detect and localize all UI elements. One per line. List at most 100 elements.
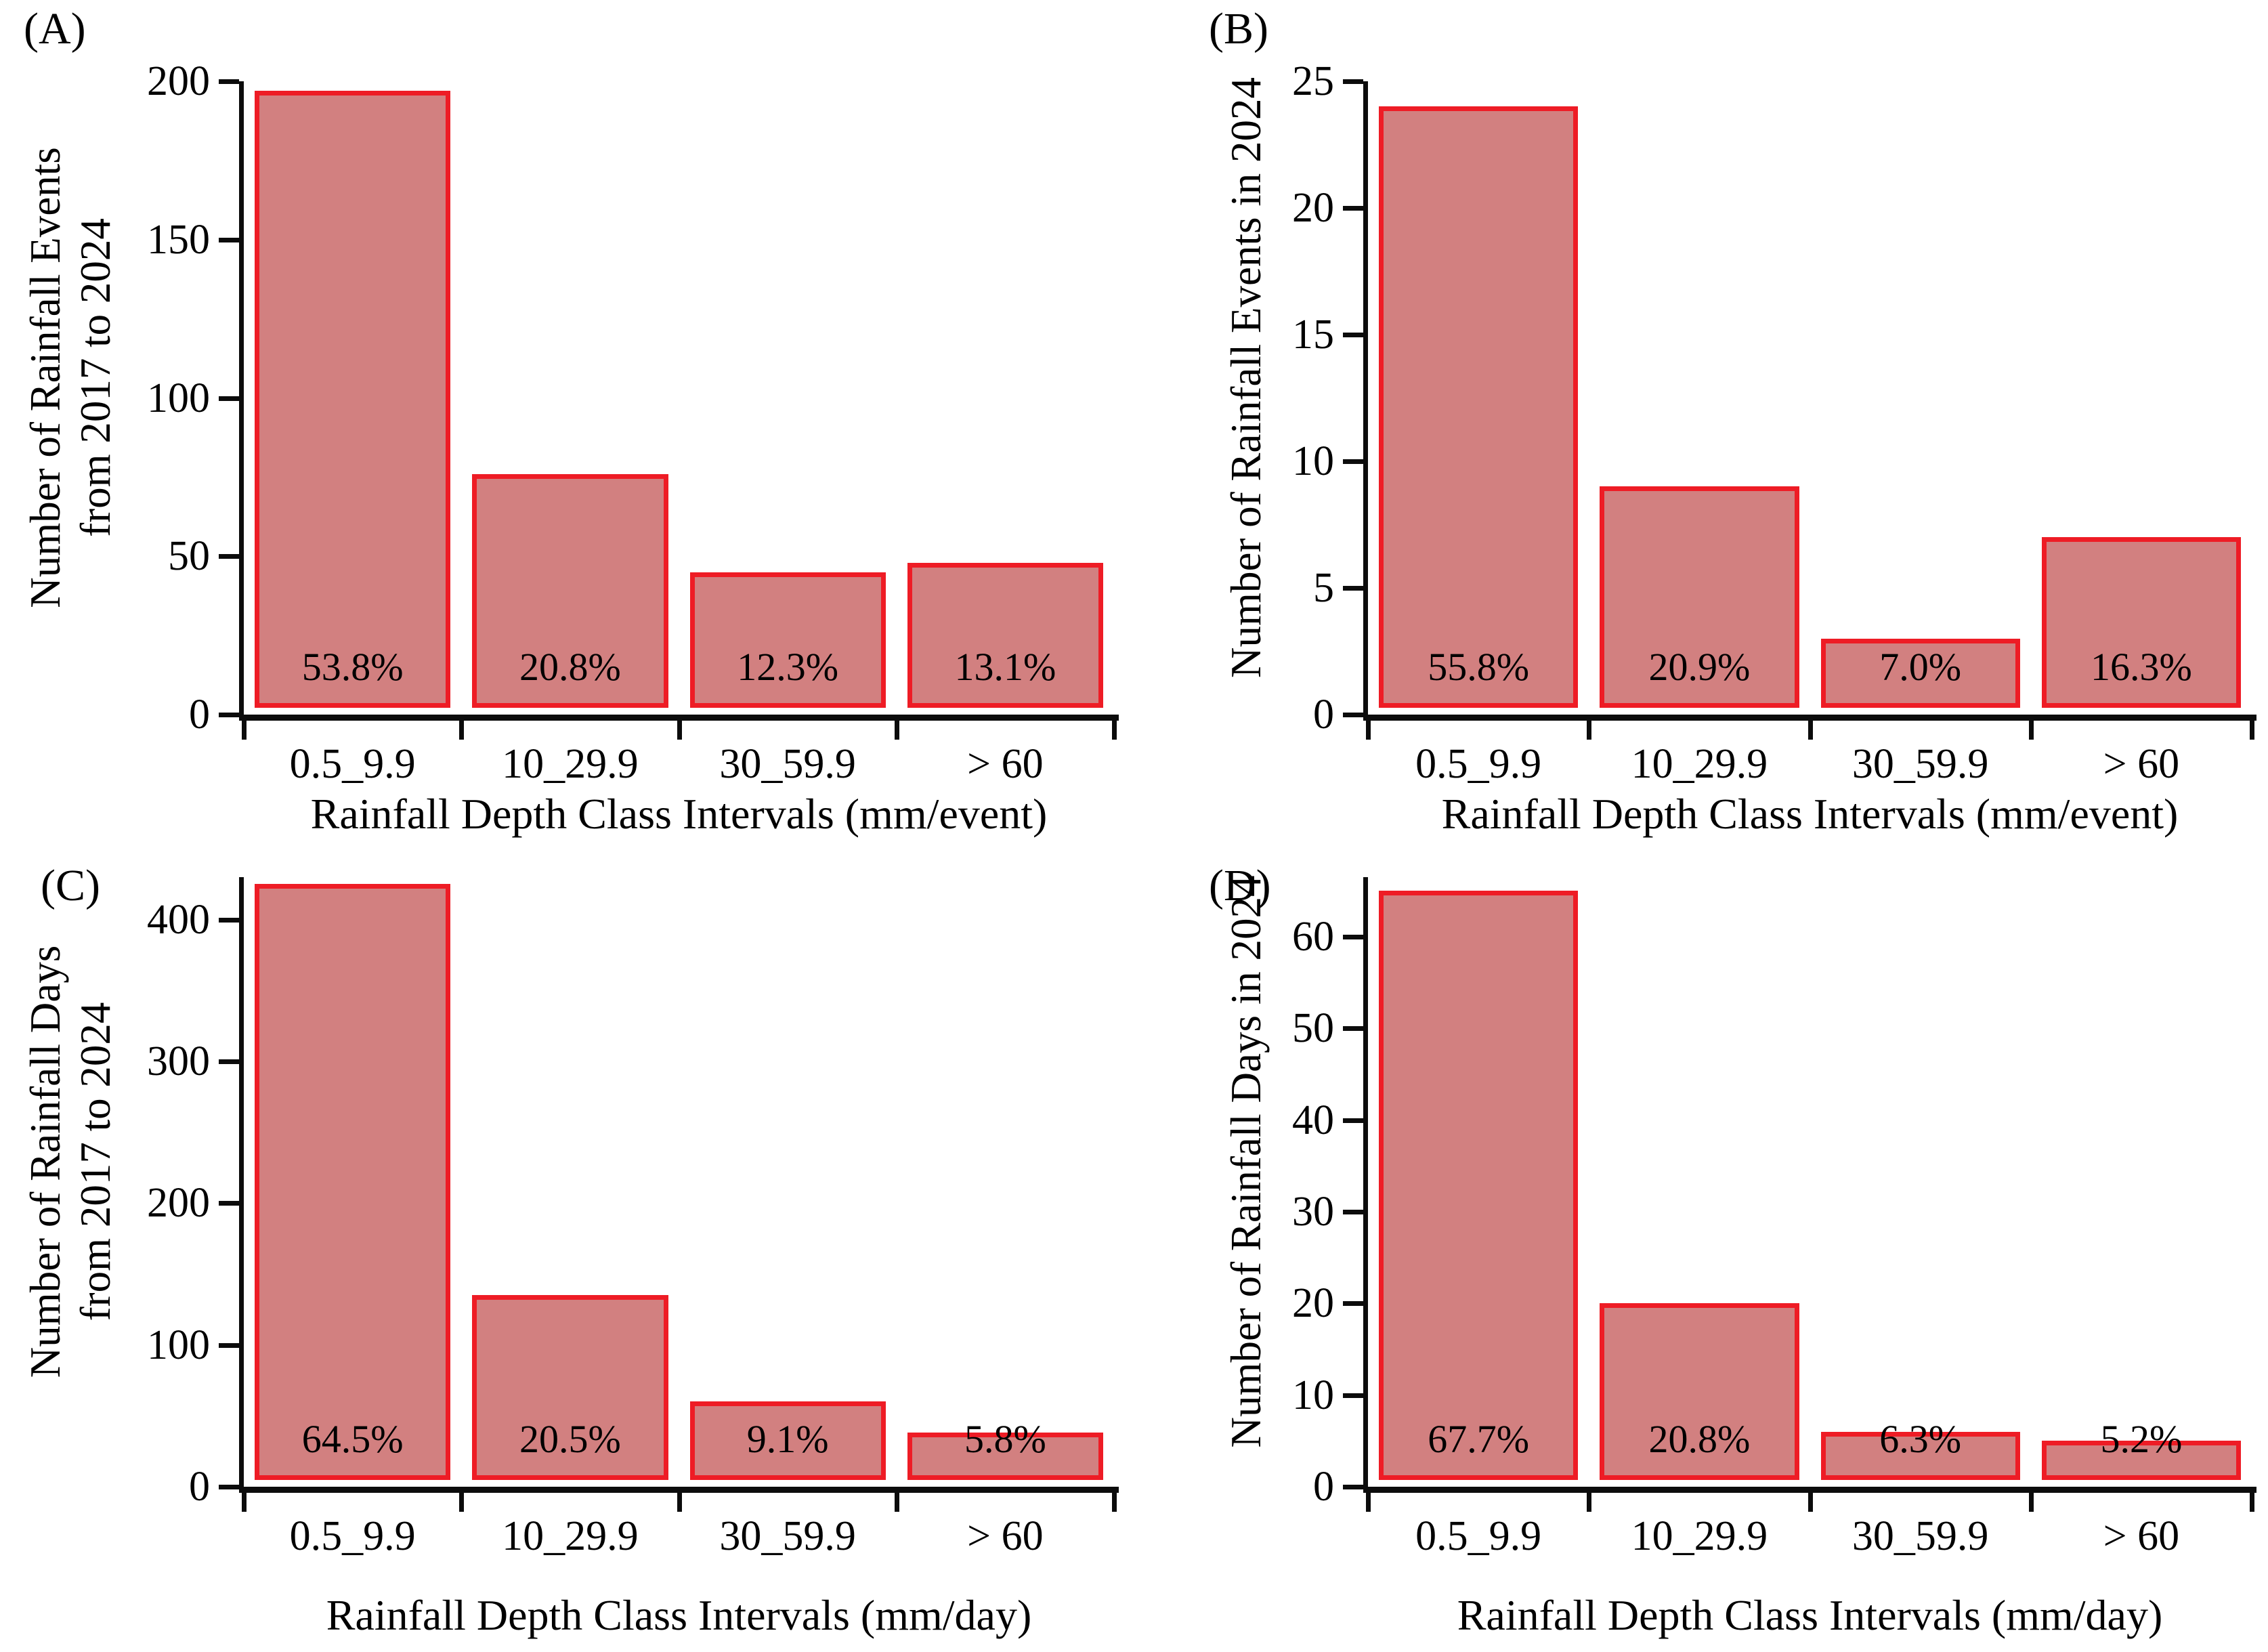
x-axis-line	[1363, 1487, 2256, 1493]
x-category-label: 0.5_9.9	[289, 1513, 416, 1559]
y-axis-line	[1363, 877, 1368, 1493]
bar-percent-label: 9.1%	[746, 1417, 829, 1461]
y-tick	[219, 237, 239, 242]
y-tick	[219, 1059, 239, 1065]
x-tick	[894, 721, 899, 740]
y-tick	[1343, 586, 1363, 591]
x-category-label: 10_29.9	[1631, 741, 1768, 787]
x-axis-line	[239, 715, 1119, 721]
bar-30_59.9	[689, 572, 886, 708]
y-tick-label: 60	[1292, 913, 1334, 960]
x-tick	[242, 721, 247, 740]
y-tick-label: 100	[147, 1321, 210, 1368]
panel-a: (A) Number of Rainfall Events from 2017 to…	[0, 0, 1134, 838]
y-tick	[1343, 1485, 1363, 1489]
y-tick	[1343, 1118, 1363, 1123]
x-category-label: > 60	[2103, 741, 2180, 787]
x-category-label: 0.5_9.9	[1415, 741, 1542, 787]
y-tick-label: 15	[1292, 312, 1334, 358]
y-tick	[1343, 713, 1363, 717]
x-tick	[677, 721, 682, 740]
y-axis-line	[239, 877, 244, 1493]
y-tick-label: 40	[1292, 1097, 1334, 1143]
y-axis-line	[1363, 81, 1368, 721]
bar-0.5_9.9	[255, 91, 451, 708]
bar-percent-label: 53.8%	[301, 645, 404, 689]
y-tick-label: 50	[168, 533, 210, 580]
y-tick-label: 300	[147, 1038, 210, 1085]
x-category-label: 10_29.9	[1631, 1513, 1768, 1559]
bar-percent-label: 5.2%	[2100, 1417, 2183, 1461]
x-tick	[1112, 721, 1117, 740]
x-tick	[894, 1493, 899, 1512]
bar-percent-label: 20.8%	[1648, 1417, 1751, 1461]
x-category-label: 30_59.9	[1852, 741, 1989, 787]
y-tick	[1343, 79, 1363, 84]
panel-c: (C) Number of Rainfall Days from 2017 to 2…	[0, 826, 1134, 1652]
x-category-label: 10_29.9	[502, 1513, 639, 1559]
bar-> 60	[2041, 1441, 2241, 1480]
y-axis-label: Number of Rainfall Events in 2024	[1221, 34, 1271, 721]
x-axis-line	[1363, 715, 2256, 721]
y-tick-label: 400	[147, 896, 210, 943]
bar-percent-label: 64.5%	[301, 1417, 404, 1461]
y-tick-label: 10	[1292, 1372, 1334, 1418]
x-category-label: 30_59.9	[1852, 1513, 1989, 1559]
x-tick	[2028, 721, 2034, 740]
x-tick	[2250, 721, 2254, 740]
bar-percent-label: 13.1%	[954, 645, 1056, 689]
y-axis-label-line: Number of Rainfall Events in 2024	[1222, 77, 1270, 679]
y-tick-label: 20	[1292, 185, 1334, 231]
bar-> 60	[907, 1433, 1103, 1480]
x-category-label: > 60	[967, 741, 1044, 787]
y-tick-label: 25	[1292, 58, 1334, 104]
y-tick-label: 0	[189, 692, 210, 738]
x-tick	[1587, 721, 1592, 740]
y-tick	[219, 713, 239, 717]
y-tick-label: 0	[1313, 692, 1334, 738]
y-axis-line	[239, 81, 244, 721]
x-tick	[1112, 1493, 1117, 1512]
bar-10_29.9	[472, 473, 668, 708]
bar-10_29.9	[472, 1295, 668, 1480]
y-tick	[1343, 1301, 1363, 1307]
x-tick	[1807, 721, 1813, 740]
bar-0.5_9.9	[255, 884, 451, 1480]
x-axis-title: Rainfall Depth Class Intervals (mm/event…	[1441, 790, 2179, 838]
x-tick	[677, 1493, 682, 1512]
y-tick	[1343, 206, 1363, 211]
x-category-label: 0.5_9.9	[289, 741, 416, 787]
y-tick-label: 200	[147, 1180, 210, 1227]
x-category-label: 0.5_9.9	[1415, 1513, 1542, 1559]
y-tick-label: 20	[1292, 1280, 1334, 1327]
y-tick	[1343, 1026, 1363, 1032]
y-tick-label: 0	[189, 1464, 210, 1510]
panel-letter: (A)	[24, 4, 86, 54]
y-tick-label: 30	[1292, 1188, 1334, 1235]
x-tick	[1366, 721, 1371, 740]
y-tick	[1343, 333, 1363, 337]
y-tick-label: 200	[147, 58, 210, 104]
bar-30_59.9	[1820, 638, 2020, 708]
y-tick	[219, 396, 239, 401]
bar-percent-label: 20.8%	[519, 645, 621, 689]
y-tick	[219, 79, 239, 84]
bar-30_59.9	[1820, 1431, 2020, 1480]
y-tick	[219, 1342, 239, 1348]
panel-letter: (C)	[41, 861, 100, 910]
bar-0.5_9.9	[1379, 106, 1579, 708]
y-tick	[1343, 934, 1363, 939]
bar-> 60	[907, 562, 1103, 708]
x-category-label: 10_29.9	[502, 741, 639, 787]
x-tick	[2250, 1493, 2254, 1512]
x-category-label: 30_59.9	[719, 1513, 856, 1559]
x-axis-line	[239, 1487, 1119, 1493]
bar-30_59.9	[689, 1401, 886, 1480]
bar-> 60	[2041, 537, 2241, 708]
bar-10_29.9	[1600, 1303, 1799, 1480]
bar-percent-label: 16.3%	[2090, 645, 2192, 689]
bar-percent-label: 5.8%	[964, 1417, 1046, 1461]
y-axis-label-line: Number of Rainfall Events	[22, 147, 69, 608]
panel-d: (D) Number of Rainfall Days in 2024 0 10 20 3…	[1134, 826, 2268, 1652]
